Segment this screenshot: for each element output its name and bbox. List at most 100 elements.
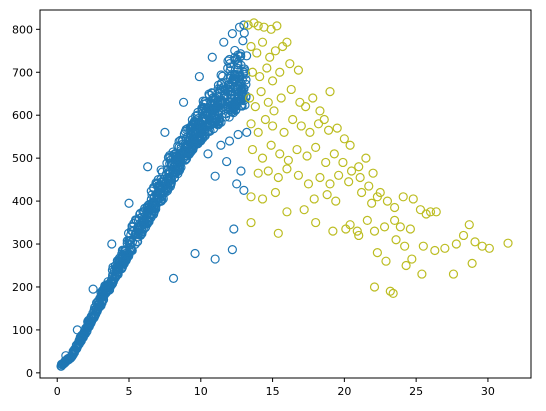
data-point xyxy=(417,269,427,279)
data-point xyxy=(174,160,184,171)
data-point xyxy=(231,105,241,115)
data-point xyxy=(372,248,382,258)
data-point xyxy=(398,192,408,202)
data-point xyxy=(362,215,372,226)
data-point xyxy=(178,97,189,107)
data-point xyxy=(59,358,69,368)
data-point xyxy=(331,196,341,206)
data-point xyxy=(212,97,222,107)
data-point xyxy=(242,51,252,61)
data-point xyxy=(246,41,256,52)
points-layer xyxy=(56,18,513,371)
data-point xyxy=(467,258,477,268)
y-tick-label: 400 xyxy=(12,195,33,208)
data-point xyxy=(124,198,134,208)
data-point xyxy=(144,202,154,212)
y-tick-label: 800 xyxy=(12,23,33,36)
data-point xyxy=(388,288,398,299)
data-point xyxy=(390,202,400,213)
data-point xyxy=(325,86,335,97)
data-point xyxy=(341,224,351,234)
data-point xyxy=(415,205,426,215)
data-point xyxy=(325,179,335,189)
data-point xyxy=(156,174,166,184)
data-point xyxy=(222,156,232,167)
data-point xyxy=(209,118,219,128)
data-point xyxy=(257,37,268,47)
data-point xyxy=(107,239,117,249)
y-tick-label: 600 xyxy=(12,109,33,122)
data-point xyxy=(400,241,410,251)
data-point xyxy=(155,196,165,206)
data-point xyxy=(75,334,85,344)
data-point xyxy=(225,58,235,69)
data-point xyxy=(157,194,167,204)
data-point xyxy=(253,168,263,178)
data-point xyxy=(382,196,393,206)
data-point xyxy=(200,107,210,118)
series-1 xyxy=(243,18,513,299)
data-point xyxy=(260,114,270,125)
data-point xyxy=(407,254,417,264)
data-point xyxy=(223,63,233,73)
data-point xyxy=(344,177,354,187)
data-point xyxy=(262,63,272,73)
x-tick-label: 25 xyxy=(409,385,423,398)
data-point xyxy=(354,162,364,172)
y-tick-label: 0 xyxy=(26,367,33,380)
plot-frame xyxy=(39,9,532,379)
data-point xyxy=(275,67,285,77)
data-point xyxy=(135,209,145,219)
data-point xyxy=(129,218,139,229)
data-point xyxy=(64,353,75,363)
data-point xyxy=(88,284,98,294)
data-point xyxy=(231,72,241,82)
data-point xyxy=(293,65,304,75)
data-point xyxy=(339,134,349,144)
data-point xyxy=(369,226,380,236)
data-point xyxy=(131,229,141,239)
data-point xyxy=(203,110,213,120)
data-point xyxy=(401,260,411,271)
data-point xyxy=(227,245,237,255)
data-point xyxy=(250,102,260,112)
data-point xyxy=(464,220,474,230)
y-tick-label: 700 xyxy=(12,66,33,79)
data-point xyxy=(210,171,220,181)
data-point xyxy=(302,151,312,161)
data-point xyxy=(232,85,242,95)
data-point xyxy=(375,187,385,198)
data-point xyxy=(430,245,440,256)
data-point xyxy=(263,166,273,176)
data-point xyxy=(236,49,246,59)
data-point xyxy=(282,37,292,47)
data-point xyxy=(367,198,377,208)
data-point xyxy=(267,121,278,131)
data-point xyxy=(214,118,224,128)
data-point xyxy=(213,84,223,94)
data-point xyxy=(210,254,220,264)
data-point xyxy=(484,243,494,253)
data-point xyxy=(197,133,207,143)
data-point xyxy=(119,259,129,269)
data-point xyxy=(216,140,226,150)
data-point xyxy=(418,241,428,251)
data-point xyxy=(299,205,309,215)
data-point xyxy=(265,52,275,62)
y-tick-label: 100 xyxy=(12,324,33,337)
data-point xyxy=(470,237,480,247)
data-point xyxy=(263,97,273,107)
data-point xyxy=(408,194,418,204)
data-point xyxy=(385,286,395,296)
data-point xyxy=(311,142,321,153)
x-tick-label: 30 xyxy=(481,385,495,398)
data-point xyxy=(166,179,176,189)
data-point xyxy=(328,226,338,236)
data-point xyxy=(143,162,153,172)
data-point xyxy=(296,121,306,131)
data-point xyxy=(369,282,380,292)
data-point xyxy=(425,207,436,217)
data-point xyxy=(395,222,405,232)
data-point xyxy=(311,217,321,228)
